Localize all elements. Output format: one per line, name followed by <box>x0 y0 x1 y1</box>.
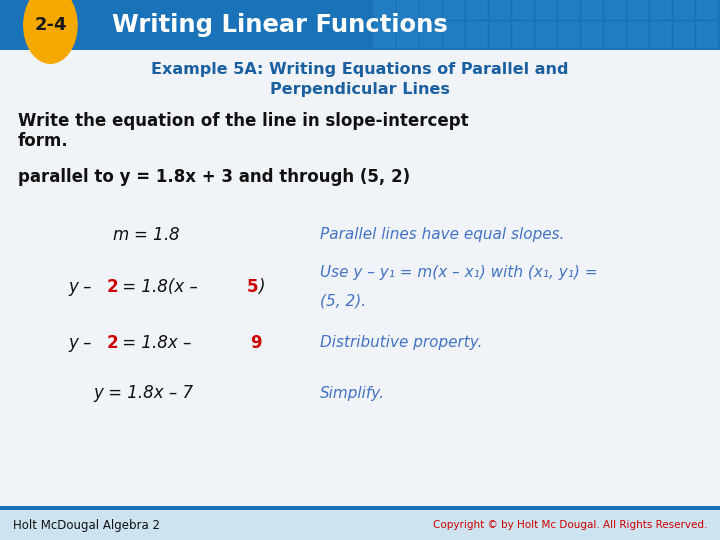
Text: Perpendicular Lines: Perpendicular Lines <box>270 82 450 97</box>
Text: $m$ = 1.8: $m$ = 1.8 <box>112 226 180 244</box>
Bar <box>582 0 602 19</box>
Bar <box>397 22 418 48</box>
Bar <box>467 22 487 48</box>
Text: 2: 2 <box>107 278 118 296</box>
Bar <box>674 22 694 48</box>
Text: Write the equation of the line in slope-intercept: Write the equation of the line in slope-… <box>18 112 469 131</box>
Text: 9: 9 <box>251 334 262 352</box>
Bar <box>559 0 579 19</box>
Text: Copyright © by Holt Mc Dougal. All Rights Reserved.: Copyright © by Holt Mc Dougal. All Right… <box>433 520 707 530</box>
Text: Example 5A: Writing Equations of Parallel and: Example 5A: Writing Equations of Paralle… <box>151 62 569 77</box>
Text: y –: y – <box>68 278 97 296</box>
Text: = 1.8x –: = 1.8x – <box>117 334 197 352</box>
Bar <box>0 510 720 540</box>
Bar <box>467 0 487 19</box>
Text: y = 1.8x – 7: y = 1.8x – 7 <box>94 384 194 402</box>
Bar <box>674 0 694 19</box>
Text: 2: 2 <box>107 334 118 352</box>
Text: Distributive property.: Distributive property. <box>320 335 483 350</box>
Text: ): ) <box>258 278 264 296</box>
Text: 2-4: 2-4 <box>34 16 67 34</box>
Bar <box>0 0 720 50</box>
Bar <box>513 22 533 48</box>
Text: Use y – y₁ = m(x – x₁) with (x₁, y₁) =: Use y – y₁ = m(x – x₁) with (x₁, y₁) = <box>320 265 598 280</box>
Text: parallel to y = 1.8x + 3 and through (5, 2): parallel to y = 1.8x + 3 and through (5,… <box>18 168 410 186</box>
Text: 5: 5 <box>247 278 258 296</box>
Bar <box>397 0 418 19</box>
Bar <box>420 22 441 48</box>
Text: Writing Linear Functions: Writing Linear Functions <box>112 13 447 37</box>
Bar <box>513 0 533 19</box>
Bar <box>605 0 625 19</box>
Bar <box>605 22 625 48</box>
Bar <box>536 22 556 48</box>
Bar <box>559 22 579 48</box>
Bar <box>490 0 510 19</box>
Bar <box>697 22 717 48</box>
Text: Holt McDougal Algebra 2: Holt McDougal Algebra 2 <box>13 518 160 532</box>
Bar <box>582 22 602 48</box>
Bar <box>0 506 720 510</box>
Bar <box>651 0 671 19</box>
Text: = 1.8(x –: = 1.8(x – <box>117 278 204 296</box>
Bar <box>374 22 395 48</box>
Bar <box>628 22 648 48</box>
Bar <box>444 22 464 48</box>
Bar <box>444 0 464 19</box>
Text: form.: form. <box>18 132 68 151</box>
Bar <box>420 0 441 19</box>
Text: Parallel lines have equal slopes.: Parallel lines have equal slopes. <box>320 227 565 242</box>
Bar <box>628 0 648 19</box>
Text: y –: y – <box>68 334 97 352</box>
Bar <box>697 0 717 19</box>
Bar <box>374 0 395 19</box>
Text: Simplify.: Simplify. <box>320 386 385 401</box>
Bar <box>651 22 671 48</box>
Bar <box>490 22 510 48</box>
Bar <box>536 0 556 19</box>
Ellipse shape <box>23 0 78 64</box>
Text: (5, 2).: (5, 2). <box>320 293 366 308</box>
